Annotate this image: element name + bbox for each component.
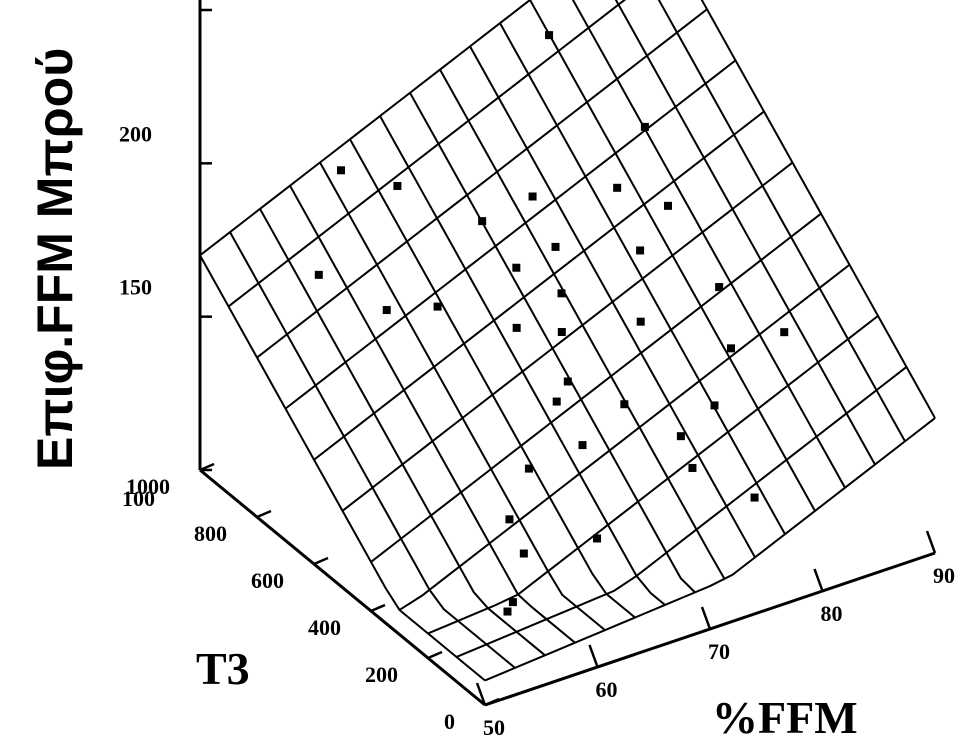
z-tick-label: 150 [119, 275, 152, 300]
data-point [314, 270, 323, 279]
surface-grid-line [341, 161, 794, 512]
surface-grid-line [484, 417, 936, 682]
x-tick-mark [925, 530, 937, 554]
data-point [578, 441, 587, 450]
data-point [478, 217, 487, 226]
x-tick-mark [813, 568, 824, 592]
data-point [545, 31, 554, 40]
data-point [727, 344, 735, 353]
x-tick-mark [700, 606, 712, 630]
data-point [664, 201, 672, 210]
data-point [393, 181, 402, 190]
x-tick-mark [588, 644, 599, 668]
x-tick-label: 80 [821, 601, 843, 626]
y-axis-title: T3 [196, 643, 250, 694]
y-tick-label: 800 [194, 521, 227, 546]
y-tick-mark [484, 697, 500, 707]
z-tick-label: 100 [122, 486, 155, 511]
surface-mesh [199, 0, 936, 682]
x-tick-label: 70 [708, 639, 730, 664]
y-tick-mark [427, 650, 443, 660]
tick-labels: 506070809002004006008001000100150200250 [119, 121, 955, 740]
data-point [640, 122, 649, 131]
y-tick-mark [313, 556, 329, 566]
data-point [524, 464, 533, 473]
data-point [508, 598, 517, 607]
surface-grid-line [398, 263, 851, 611]
data-point [557, 328, 566, 336]
data-point [519, 549, 528, 558]
data-point [593, 534, 602, 543]
data-point [528, 192, 537, 201]
data-point [512, 263, 521, 272]
data-point [636, 317, 645, 326]
data-point [337, 166, 345, 175]
data-point [620, 400, 629, 409]
data-point [382, 306, 391, 315]
surface-fill [200, 0, 935, 681]
data-point [551, 242, 560, 251]
y-tick-label: 200 [365, 662, 398, 687]
y-tick-label: 400 [308, 615, 341, 640]
y-tick-mark [256, 509, 272, 519]
surface-grid-line [370, 212, 822, 563]
x-tick-label: 90 [933, 563, 955, 588]
y-tick-label: 0 [444, 709, 455, 734]
x-tick-label: 60 [596, 677, 618, 702]
axes-group [198, 0, 937, 707]
data-point [512, 323, 521, 332]
x-tick-label: 50 [483, 715, 505, 740]
x-tick-mark [475, 682, 487, 706]
data-point [613, 183, 622, 192]
data-point [636, 246, 645, 255]
surface-grid-line [256, 8, 708, 359]
surface-grid-line [456, 366, 908, 658]
data-point [780, 328, 789, 337]
surface-grid-line [227, 0, 627, 308]
data-point [505, 515, 514, 524]
data-points [314, 31, 789, 616]
data-point [676, 432, 685, 441]
data-point [433, 302, 442, 311]
data-point [710, 401, 719, 410]
y-tick-label: 1000 [126, 474, 170, 499]
data-point [750, 493, 759, 502]
y-tick-mark [370, 603, 386, 613]
y-tick-label: 600 [251, 568, 284, 593]
surface-grid-line [313, 110, 765, 461]
surface-grid-line [427, 315, 879, 635]
data-point [557, 289, 566, 298]
surface-grid-line [199, 0, 532, 257]
z-tick-label: 200 [119, 121, 152, 146]
x-axis-title: %FFM [712, 692, 858, 741]
data-point [503, 607, 512, 616]
data-point [563, 377, 572, 386]
data-point [688, 463, 697, 472]
z-axis-title: Επιφ.FFM Μπρού [27, 48, 83, 470]
data-point [552, 397, 561, 406]
surface-grid-line [284, 59, 737, 410]
y-axis-line [199, 468, 486, 707]
data-point [715, 283, 724, 292]
